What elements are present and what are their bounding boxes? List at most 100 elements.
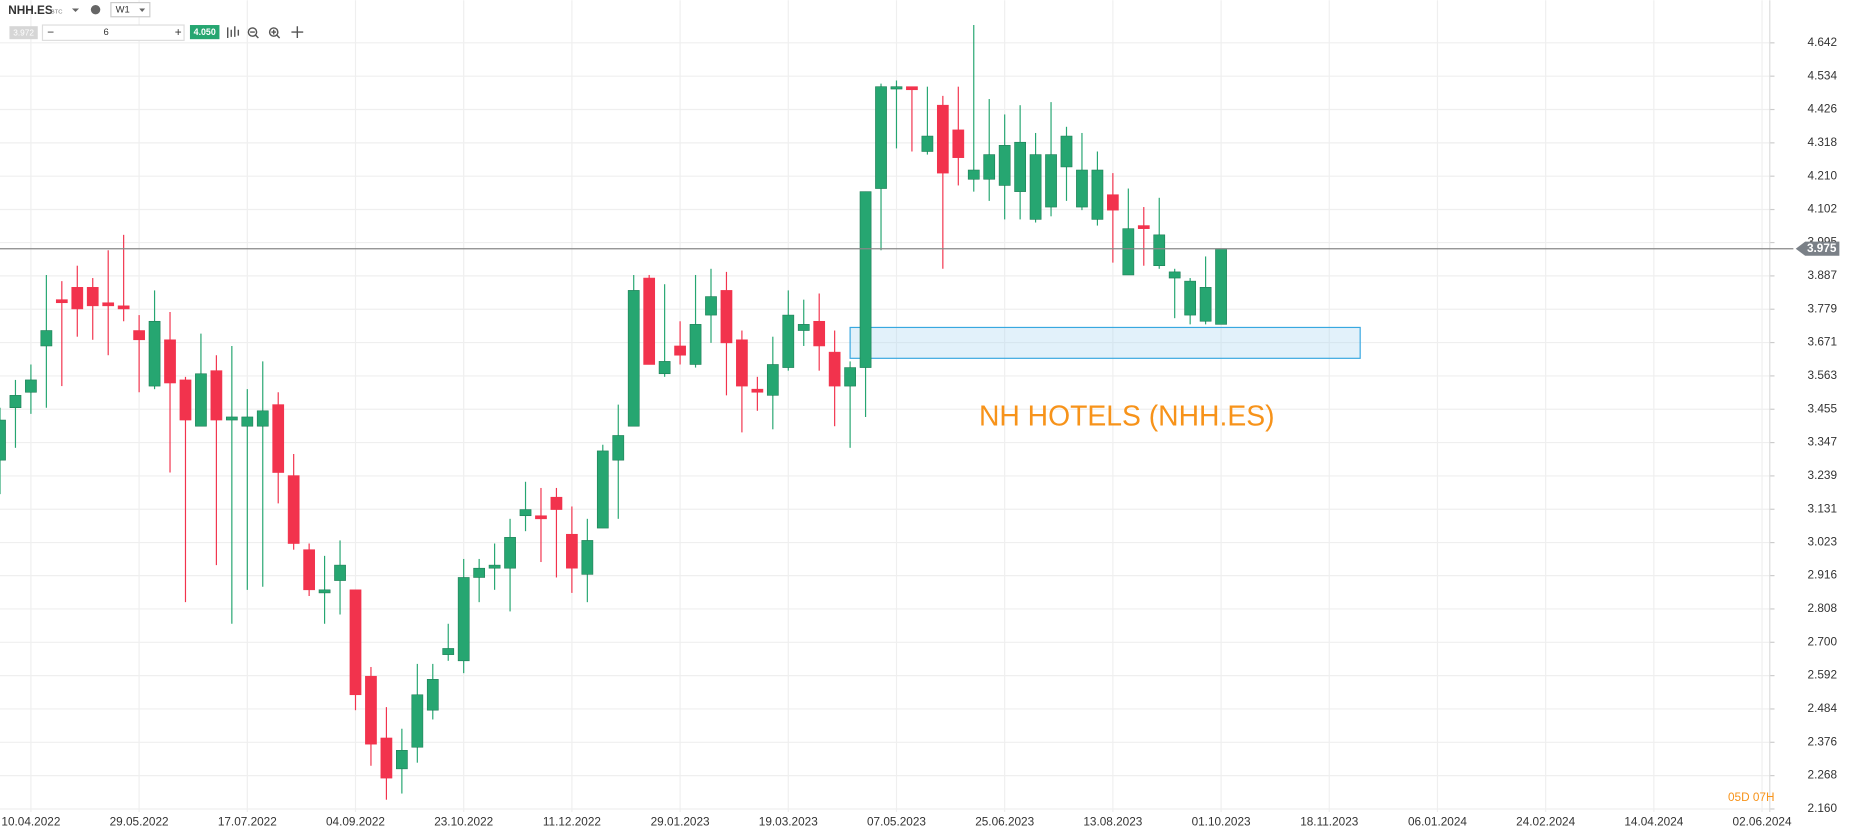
plus[interactable]: + [175,26,182,39]
candle-body [859,191,872,368]
y-tick-label: 4.534 [1808,69,1838,82]
candle-body [349,589,362,696]
candle-body [272,404,285,473]
candle-body [720,290,733,344]
annotation: NH HOTELS (NHH.ES) [979,399,1275,431]
candle-body [380,737,393,779]
x-tick-label: 14.04.2024 [1624,816,1683,829]
candle-body [921,135,934,152]
candle-body [1168,271,1181,279]
candle-body [1045,154,1057,208]
y-tick-label: 2.592 [1808,669,1837,682]
candle-body [1215,248,1227,325]
candle-body [117,305,130,310]
candle-body [566,533,578,569]
y-tick-label: 3.131 [1808,502,1837,515]
candle-body [473,567,486,578]
timeframe: W1 [116,4,130,15]
candle-body [148,320,161,387]
candle-body [442,648,455,655]
y-tick-label: 2.160 [1808,802,1838,815]
candle-body [195,373,207,427]
candle-body [210,370,223,421]
last-price-label: 3.975 [1807,242,1837,255]
y-tick-label: 4.210 [1808,169,1838,182]
candle-body [596,450,609,529]
candle-body [86,287,99,307]
ask: 4.050 [194,27,216,37]
timeframe-select[interactable] [110,2,151,18]
candle-body [225,416,238,421]
info-icon[interactable] [90,4,101,15]
candle-body [550,496,563,510]
y-tick-label: 2.376 [1808,735,1838,748]
candle-body [241,416,254,427]
candle-body [1060,135,1073,168]
x-tick-label: 25.06.2023 [975,816,1034,829]
candle-body [334,564,346,581]
quantity-input[interactable] [41,24,185,41]
x-tick-label: 18.11.2023 [1300,816,1359,829]
candle-body [1029,154,1042,220]
candle-body [612,435,625,461]
bid-box[interactable] [9,26,38,40]
candle-body [426,679,439,711]
dropdown-arrow[interactable] [71,8,80,13]
x-tick-label: 06.01.2024 [1408,816,1467,829]
candle-body [875,86,887,189]
candle-body [179,379,192,421]
candle-body [1091,169,1104,220]
y-tick-label: 4.426 [1808,103,1838,116]
x-tick-label: 01.10.2023 [1192,816,1251,829]
candle-body [9,395,22,408]
candle-body [983,154,996,180]
candle-body [25,379,37,393]
candle-body [906,86,918,91]
y-tick-label: 3.455 [1808,402,1838,415]
x-tick-label: 24.02.2024 [1516,816,1575,829]
countdown: 05D 07H [1728,791,1774,804]
exchange: BTC [51,10,64,16]
quantity: 6 [104,26,109,37]
candle-body [303,549,315,591]
candle-body [287,475,300,544]
candle-body [40,330,53,347]
tool-icons[interactable] [227,26,304,39]
y-tick-label: 2.484 [1808,702,1838,715]
x-tick-label: 02.06.2024 [1733,816,1792,829]
candle-body [705,296,717,316]
candle-body [164,339,176,384]
candle-body [1153,234,1166,267]
x-tick-label: 17.07.2022 [218,816,277,829]
candle-body [766,364,779,396]
ask-box[interactable] [189,25,220,40]
y-tick-label: 3.023 [1808,536,1838,549]
x-tick-label: 10.04.2022 [1,816,60,829]
candle-body [1199,287,1212,322]
candle-body [504,537,516,569]
candle-body [535,515,547,520]
y-tick-label: 3.779 [1808,302,1837,315]
candle-body [519,509,532,517]
candle-body [1014,141,1026,192]
y-tick-label: 3.347 [1808,436,1837,449]
x-tick-label: 29.01.2023 [651,816,710,829]
candle-body [1107,194,1119,211]
candle-body [844,367,856,387]
candle-body [998,145,1011,186]
candle-body [411,694,424,748]
x-tick-label: 07.05.2023 [867,816,926,829]
y-tick-label: 3.671 [1808,336,1837,349]
candle-body [797,324,810,331]
highlight-zone [849,326,1361,359]
candle-body [627,290,640,427]
x-tick-label: 13.08.2023 [1083,816,1142,829]
minus[interactable]: − [47,26,54,39]
bid: 3.972 [13,28,34,37]
candle-body [952,129,965,158]
candle-body [318,589,331,594]
ticker[interactable]: NHH.ES [8,4,53,17]
